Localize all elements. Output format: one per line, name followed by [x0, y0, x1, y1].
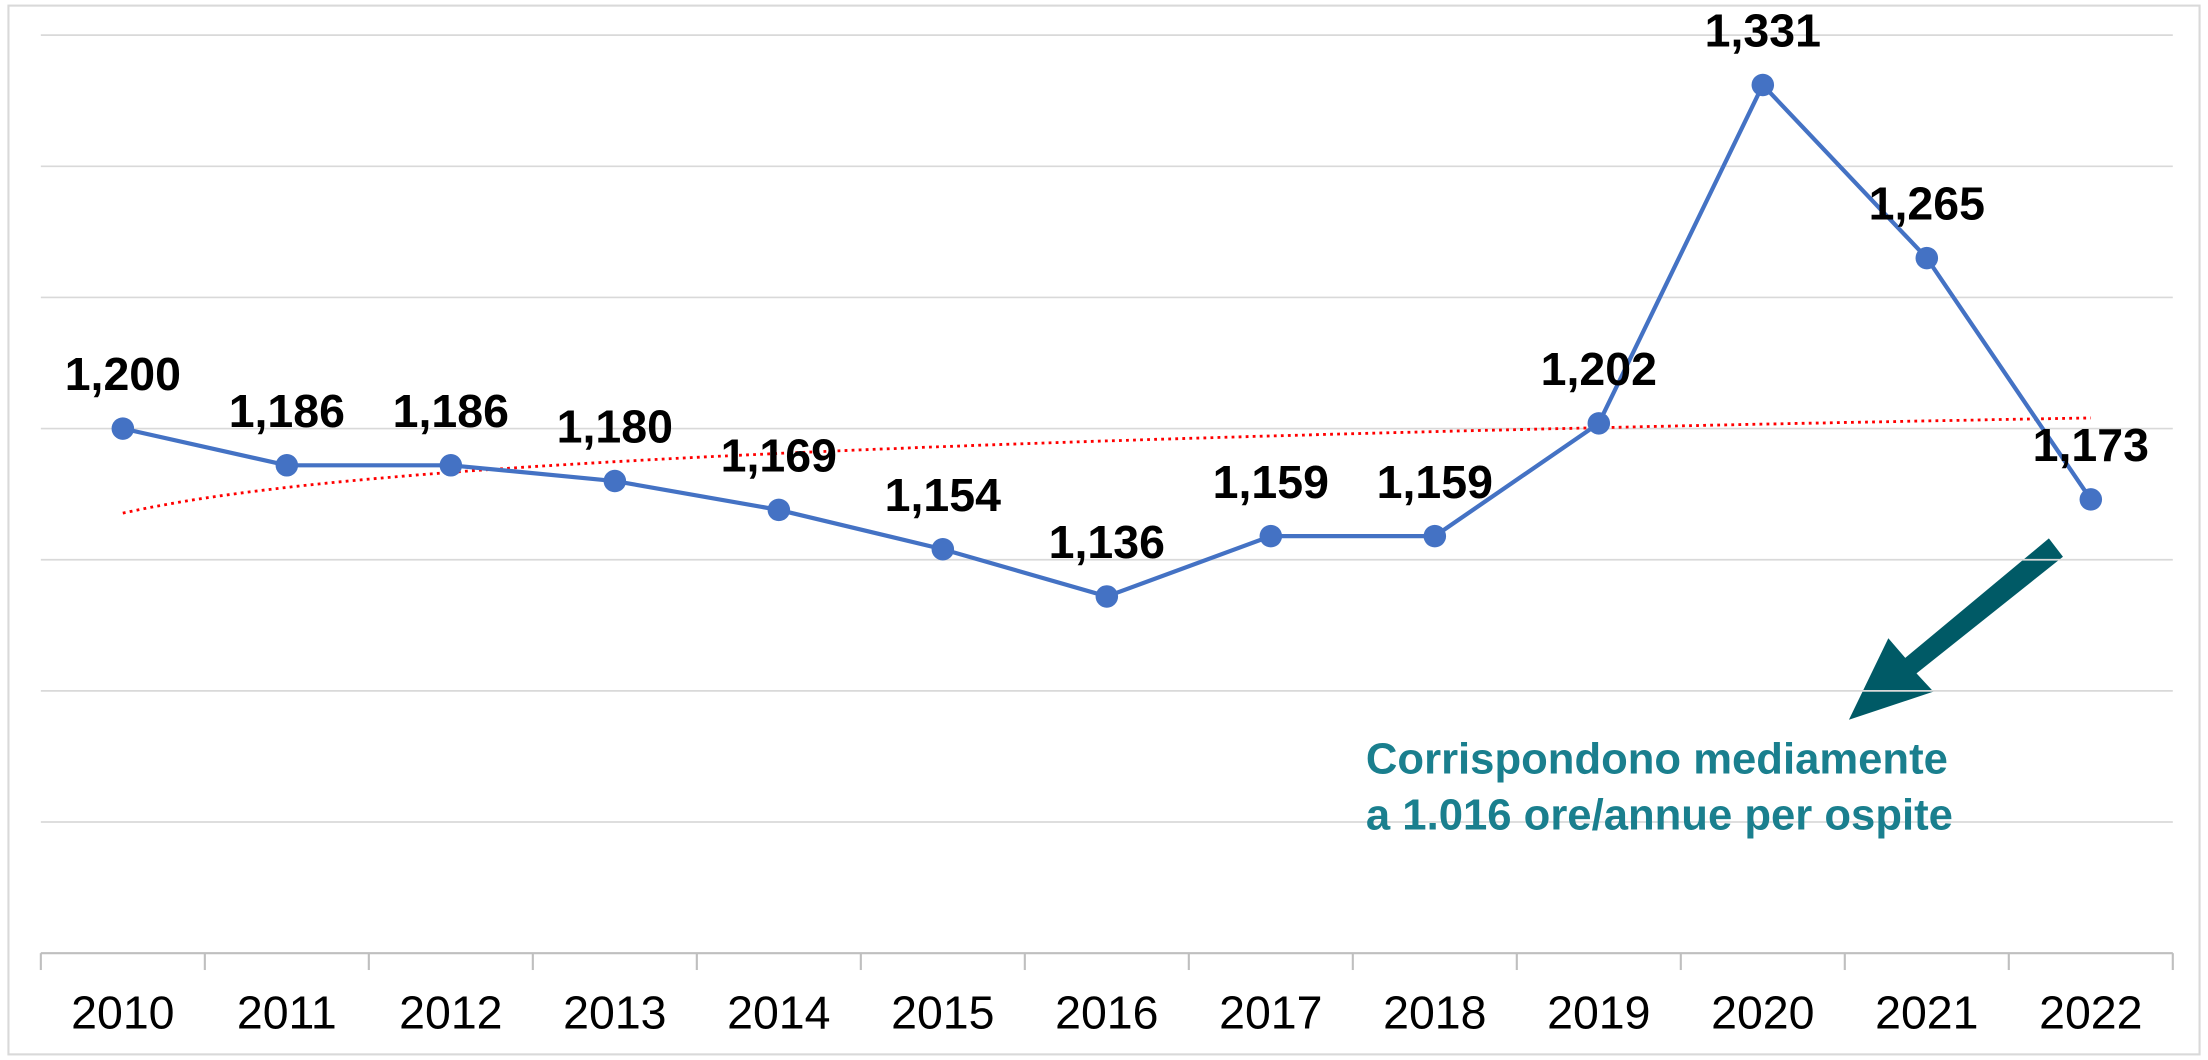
x-tick-label: 2014: [727, 987, 830, 1039]
data-label: 1,200: [65, 348, 181, 400]
point: [1259, 524, 1283, 548]
point: [1423, 524, 1447, 548]
x-tick-label: 2018: [1383, 987, 1486, 1039]
data-label: 1,331: [1705, 5, 1821, 57]
x-tick-label: 2017: [1219, 987, 1322, 1039]
data-label: 1,186: [229, 385, 345, 437]
point: [767, 498, 791, 522]
x-tick-label: 2020: [1711, 987, 1814, 1039]
x-tick-label: 2012: [399, 987, 502, 1039]
x-tick-label: 2011: [237, 987, 337, 1039]
annotation-arrow: [1848, 538, 2063, 720]
point: [111, 417, 135, 440]
data-label: 1,202: [1541, 343, 1657, 395]
x-tick-label: 2019: [1547, 987, 1650, 1039]
x-tick-label: 2013: [563, 987, 666, 1039]
point: [1915, 246, 1939, 270]
annotation: Corrispondono mediamente: [1366, 736, 1948, 784]
data-label: 1,173: [2033, 419, 2149, 471]
data-label: 1,159: [1213, 456, 1329, 508]
point: [603, 469, 627, 493]
x-tick-label: 2022: [2039, 987, 2142, 1039]
annotation: a 1.016 ore/annue per ospite: [1366, 792, 1953, 840]
x-tick-label: 2010: [71, 987, 174, 1039]
data-label: 1,154: [885, 469, 1001, 521]
point: [1095, 585, 1119, 608]
data-label: 1,180: [557, 401, 673, 453]
point: [439, 454, 463, 477]
data-label: 1,136: [1049, 516, 1165, 568]
point: [275, 454, 299, 477]
chart-border: [7, 4, 2201, 1056]
x-tick-label: 2015: [891, 987, 994, 1039]
data-label: 1,265: [1869, 178, 1985, 230]
data-label: 1,169: [721, 430, 837, 482]
point: [931, 537, 955, 561]
point: [1751, 73, 1775, 97]
data-label: 1,159: [1377, 456, 1493, 508]
data-label: 1,186: [393, 385, 509, 437]
x-tick-label: 2016: [1055, 987, 1158, 1039]
point: [1587, 412, 1611, 435]
trendline: [122, 416, 2091, 515]
x-tick-label: 2021: [1875, 987, 1978, 1039]
point: [2079, 488, 2103, 511]
